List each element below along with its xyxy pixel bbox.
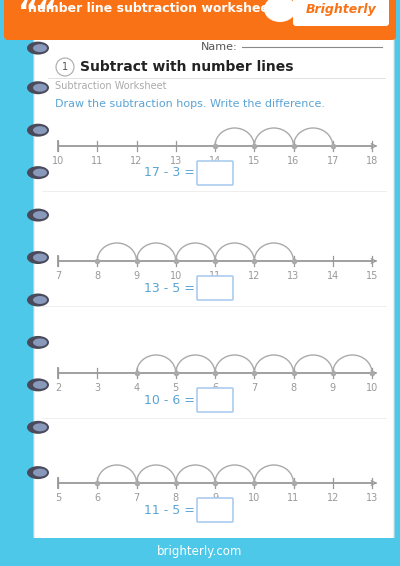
Ellipse shape — [33, 254, 47, 261]
Text: 5: 5 — [55, 493, 61, 503]
Text: ““: ““ — [18, 0, 58, 28]
Text: 10: 10 — [170, 271, 182, 281]
Text: 11: 11 — [209, 271, 221, 281]
Ellipse shape — [27, 166, 49, 179]
Text: 17: 17 — [326, 156, 339, 166]
Ellipse shape — [33, 338, 47, 346]
Text: 15: 15 — [366, 271, 378, 281]
Text: Subtraction Worksheet: Subtraction Worksheet — [55, 81, 166, 91]
Text: 10: 10 — [52, 156, 64, 166]
Text: 16: 16 — [287, 156, 300, 166]
FancyBboxPatch shape — [197, 161, 233, 185]
Text: 14: 14 — [209, 156, 221, 166]
Text: Name:: Name: — [201, 42, 238, 52]
Text: Subtract with number lines: Subtract with number lines — [80, 60, 294, 74]
Text: 10: 10 — [366, 383, 378, 393]
Text: brighterly.com: brighterly.com — [157, 546, 243, 559]
Text: 1: 1 — [62, 62, 68, 72]
Text: 5: 5 — [173, 383, 179, 393]
Ellipse shape — [33, 169, 47, 177]
Ellipse shape — [33, 44, 47, 52]
Text: 11: 11 — [287, 493, 300, 503]
Ellipse shape — [33, 84, 47, 92]
Ellipse shape — [27, 466, 49, 479]
Ellipse shape — [33, 296, 47, 304]
Text: number line subtraction worksheets: number line subtraction worksheets — [28, 2, 282, 15]
Text: 7: 7 — [251, 383, 257, 393]
Text: 13: 13 — [170, 156, 182, 166]
Text: 10 - 6 =: 10 - 6 = — [144, 393, 195, 406]
Text: 12: 12 — [130, 156, 143, 166]
Ellipse shape — [27, 124, 49, 136]
Text: 2: 2 — [55, 383, 61, 393]
Text: 11 - 5 =: 11 - 5 = — [144, 504, 195, 517]
Ellipse shape — [33, 126, 47, 134]
Ellipse shape — [27, 42, 49, 54]
Text: Brighterly: Brighterly — [306, 2, 376, 15]
Text: 13: 13 — [287, 271, 300, 281]
Ellipse shape — [33, 381, 47, 389]
Text: 9: 9 — [212, 493, 218, 503]
Text: 8: 8 — [94, 271, 100, 281]
Text: 4: 4 — [134, 383, 140, 393]
Text: 14: 14 — [327, 271, 339, 281]
Text: 10: 10 — [248, 493, 260, 503]
Ellipse shape — [27, 336, 49, 349]
Ellipse shape — [27, 82, 49, 94]
Ellipse shape — [27, 421, 49, 434]
Ellipse shape — [27, 379, 49, 391]
Ellipse shape — [33, 211, 47, 219]
Text: 7: 7 — [55, 271, 61, 281]
Text: 7: 7 — [133, 493, 140, 503]
Ellipse shape — [27, 251, 49, 264]
Text: 9: 9 — [134, 271, 140, 281]
Ellipse shape — [264, 0, 296, 22]
Text: 13: 13 — [366, 493, 378, 503]
Text: 13 - 5 =: 13 - 5 = — [144, 281, 195, 294]
Text: 8: 8 — [173, 493, 179, 503]
Circle shape — [56, 58, 74, 76]
FancyBboxPatch shape — [293, 0, 389, 26]
Text: 3: 3 — [94, 383, 100, 393]
Text: 12: 12 — [326, 493, 339, 503]
Text: 15: 15 — [248, 156, 260, 166]
Text: 6: 6 — [212, 383, 218, 393]
Ellipse shape — [33, 423, 47, 431]
Ellipse shape — [27, 294, 49, 306]
Text: 8: 8 — [290, 383, 296, 393]
Text: 18: 18 — [366, 156, 378, 166]
Text: 17 - 3 =: 17 - 3 = — [144, 166, 195, 179]
Ellipse shape — [33, 469, 47, 477]
FancyBboxPatch shape — [197, 276, 233, 300]
Text: Draw the subtraction hops. Write the difference.: Draw the subtraction hops. Write the dif… — [55, 99, 325, 109]
Text: 11: 11 — [91, 156, 103, 166]
FancyBboxPatch shape — [197, 498, 233, 522]
Bar — [0, 538, 400, 566]
FancyBboxPatch shape — [197, 388, 233, 412]
Text: 6: 6 — [94, 493, 100, 503]
Text: 12: 12 — [248, 271, 260, 281]
FancyBboxPatch shape — [34, 34, 394, 542]
FancyBboxPatch shape — [4, 0, 396, 40]
Ellipse shape — [27, 209, 49, 221]
Text: 9: 9 — [330, 383, 336, 393]
